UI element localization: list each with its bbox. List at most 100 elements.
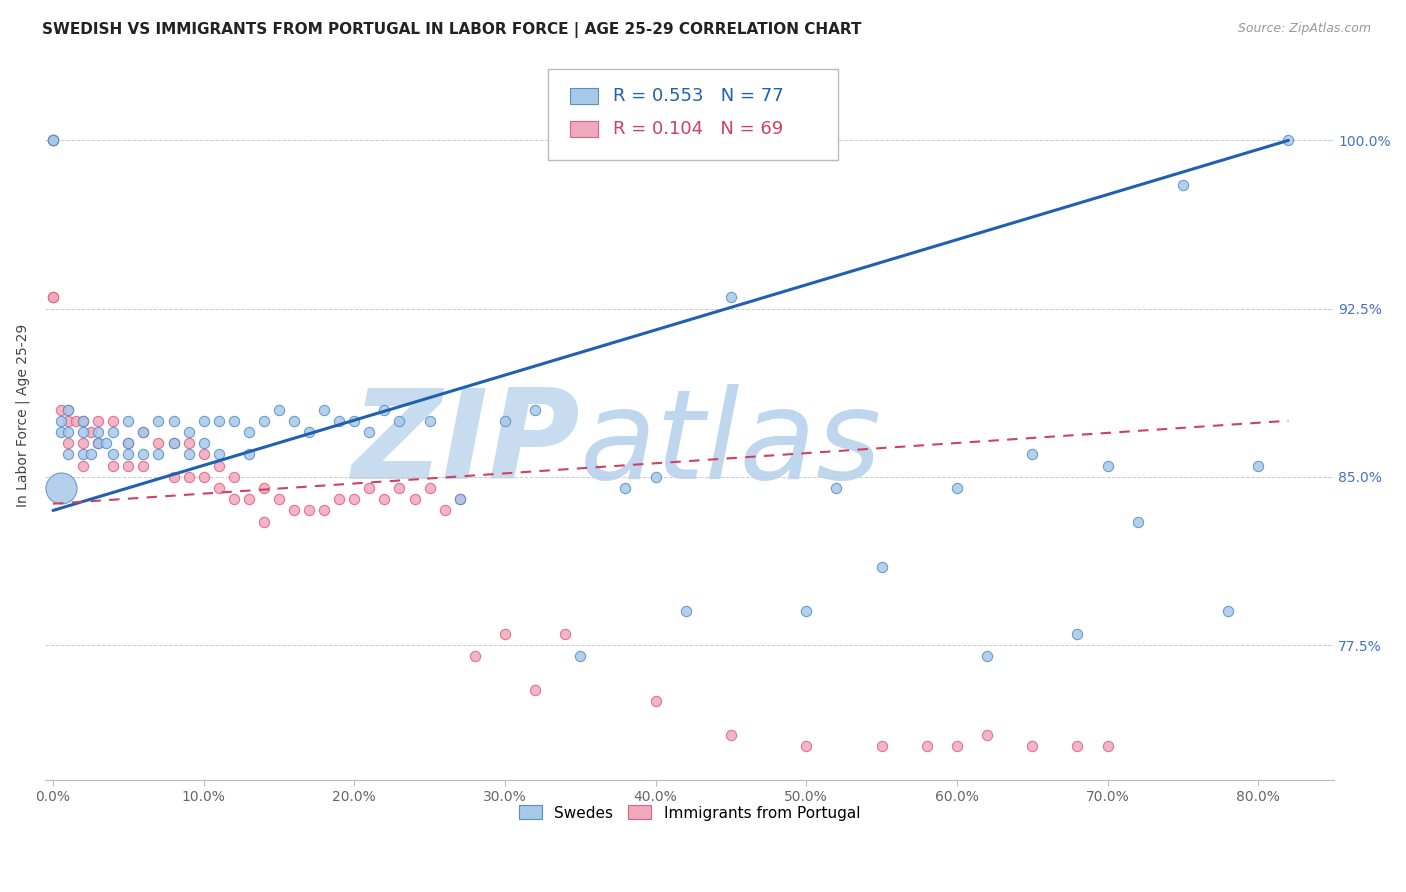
Point <box>208 447 231 461</box>
Point <box>388 414 411 428</box>
Point <box>49 481 72 495</box>
Point <box>94 436 117 450</box>
Point <box>87 436 110 450</box>
Point <box>65 414 87 428</box>
Point <box>946 481 969 495</box>
Text: Source: ZipAtlas.com: Source: ZipAtlas.com <box>1237 22 1371 36</box>
Point <box>675 604 697 618</box>
Point <box>148 447 170 461</box>
Point <box>314 503 336 517</box>
Point <box>87 425 110 439</box>
Point <box>42 133 65 147</box>
Point <box>1021 447 1043 461</box>
Point <box>222 470 245 484</box>
Point <box>524 402 547 417</box>
Point <box>56 425 79 439</box>
Point <box>976 728 998 742</box>
Point <box>494 414 516 428</box>
Point <box>1097 739 1119 753</box>
Point <box>56 402 79 417</box>
Point <box>56 402 79 417</box>
Point <box>49 402 72 417</box>
Point <box>267 492 290 507</box>
Point <box>42 290 65 304</box>
Point <box>238 425 260 439</box>
Text: R = 0.553   N = 77: R = 0.553 N = 77 <box>613 87 785 105</box>
Point <box>117 436 139 450</box>
Point <box>177 436 200 450</box>
Text: R = 0.104   N = 69: R = 0.104 N = 69 <box>613 120 783 138</box>
Point <box>238 492 260 507</box>
Point <box>1277 133 1299 147</box>
Point <box>644 470 666 484</box>
Point <box>132 425 155 439</box>
Point <box>976 649 998 664</box>
Point <box>162 470 184 484</box>
Point <box>328 492 350 507</box>
Point <box>314 402 336 417</box>
Point <box>267 402 290 417</box>
Point <box>117 414 139 428</box>
Point <box>1066 627 1088 641</box>
Point <box>72 425 94 439</box>
Point <box>359 481 381 495</box>
Point <box>193 447 215 461</box>
Point <box>404 492 426 507</box>
Point <box>915 739 938 753</box>
Point <box>1126 515 1149 529</box>
Point <box>449 492 471 507</box>
Point <box>554 627 576 641</box>
Point <box>449 492 471 507</box>
Point <box>56 414 79 428</box>
Point <box>1171 178 1194 193</box>
Point <box>946 739 969 753</box>
Point <box>222 492 245 507</box>
Y-axis label: In Labor Force | Age 25-29: In Labor Force | Age 25-29 <box>15 324 30 507</box>
Point <box>117 447 139 461</box>
Point <box>72 447 94 461</box>
Text: ZIP: ZIP <box>352 384 581 505</box>
Point <box>720 728 742 742</box>
Point <box>148 414 170 428</box>
Point <box>103 414 125 428</box>
Point <box>72 458 94 473</box>
Point <box>56 447 79 461</box>
Point <box>103 425 125 439</box>
Point <box>794 604 817 618</box>
Point <box>298 425 321 439</box>
Point <box>1247 458 1270 473</box>
Point <box>132 458 155 473</box>
Legend: Swedes, Immigrants from Portugal: Swedes, Immigrants from Portugal <box>513 799 866 827</box>
Point <box>464 649 486 664</box>
Point <box>494 627 516 641</box>
Point <box>162 436 184 450</box>
Point <box>720 290 742 304</box>
Point <box>253 515 276 529</box>
Text: atlas: atlas <box>581 384 882 505</box>
Point <box>162 414 184 428</box>
Point <box>208 458 231 473</box>
Point <box>117 458 139 473</box>
Point <box>132 425 155 439</box>
Point <box>644 694 666 708</box>
Point <box>298 503 321 517</box>
Point <box>614 481 637 495</box>
Point <box>42 133 65 147</box>
Point <box>373 402 395 417</box>
Point <box>103 447 125 461</box>
Point <box>1066 739 1088 753</box>
Point <box>524 682 547 697</box>
Point <box>79 425 101 439</box>
Point <box>1097 458 1119 473</box>
Point <box>283 414 305 428</box>
Point <box>117 436 139 450</box>
Point <box>42 290 65 304</box>
Point <box>177 470 200 484</box>
FancyBboxPatch shape <box>548 69 838 160</box>
Point <box>870 559 893 574</box>
Point <box>222 414 245 428</box>
FancyBboxPatch shape <box>569 87 598 103</box>
Point <box>343 492 366 507</box>
Point <box>162 436 184 450</box>
Point <box>49 414 72 428</box>
